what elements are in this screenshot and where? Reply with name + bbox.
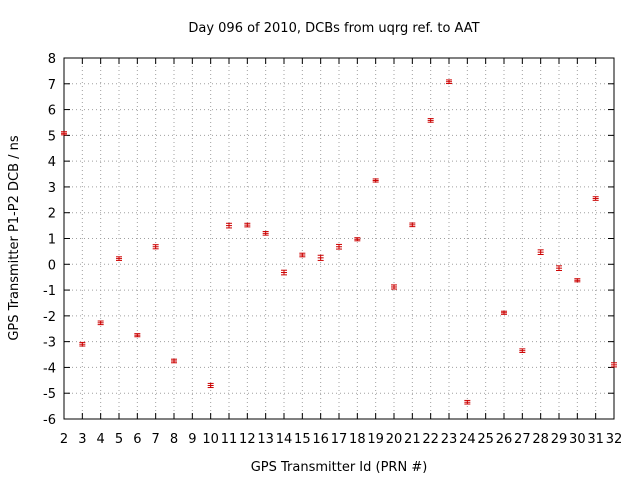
x-axis-label: GPS Transmitter Id (PRN #) [251,460,428,475]
data-point [317,254,324,261]
y-tick-label: 3 [48,181,56,196]
data-point [134,333,141,338]
data-point [556,265,562,271]
data-point [336,243,342,250]
y-tick-label: -1 [43,284,56,299]
x-tick-label: 24 [459,432,476,447]
x-tick-label: 10 [202,432,219,447]
data-point [409,222,416,228]
y-tick-label: -6 [43,413,56,428]
y-tick-label: 6 [48,104,56,119]
axis-ticks [63,57,615,420]
x-tick-label: 15 [294,432,311,447]
data-point [464,399,471,405]
data-point [592,196,599,201]
data-point [79,341,86,347]
data-point [611,362,617,368]
data-point [152,244,159,250]
x-tick-label: 9 [188,432,196,447]
x-tick-label: 22 [422,432,439,447]
data-point [226,222,232,229]
y-tick-label: -4 [43,361,56,376]
x-tick-label: 21 [404,432,421,447]
data-point [446,79,452,85]
data-point [244,222,251,228]
x-tick-label: 30 [569,432,586,447]
y-tick-labels: -6 -5 -4 -3 -2 -1 0 1 2 3 4 5 6 7 8 [43,52,56,428]
data-points [61,79,617,405]
data-point [354,237,361,242]
x-tick-label: 3 [78,432,86,447]
y-tick-label: -3 [43,336,56,351]
y-tick-label: -2 [43,310,56,325]
x-tick-label: 11 [221,432,238,447]
x-tick-label: 2 [60,432,68,447]
data-point [299,252,306,258]
x-tick-label: 29 [551,432,568,447]
x-tick-label: 27 [514,432,531,447]
chart-title: Day 096 of 2010, DCBs from uqrg ref. to … [188,21,479,36]
data-point [281,269,287,276]
data-point [262,231,269,236]
data-point [501,310,507,315]
x-tick-label: 18 [349,432,366,447]
x-tick-label: 26 [496,432,513,447]
x-tick-label: 12 [239,432,256,447]
x-tick-labels: 2 3 4 5 6 7 8 9 10 11 12 13 14 15 16 17 18 19 20 21 22 23 24 25… [60,432,622,447]
y-axis-label: GPS Transmitter P1-P2 DCB / ns [7,135,22,341]
data-point [207,382,214,389]
y-tick-label: 7 [48,78,56,93]
y-tick-label: -5 [43,387,56,402]
x-tick-label: 32 [606,432,623,447]
x-tick-label: 19 [367,432,384,447]
x-tick-label: 4 [97,432,105,447]
data-point [116,256,122,261]
x-tick-label: 28 [532,432,549,447]
data-point [427,118,434,123]
x-tick-label: 20 [386,432,403,447]
y-tick-label: 4 [48,155,56,170]
y-tick-label: 8 [48,52,56,67]
data-point [61,131,67,136]
x-tick-label: 16 [312,432,329,447]
data-point [97,320,104,326]
x-tick-label: 7 [152,432,160,447]
data-point [171,358,177,364]
x-tick-label: 31 [587,432,604,447]
y-tick-label: 1 [48,233,56,248]
data-point [519,348,526,353]
y-tick-label: 5 [48,129,56,144]
data-point [372,178,379,183]
x-tick-label: 25 [477,432,494,447]
x-tick-label: 23 [441,432,458,447]
data-point [537,249,544,255]
y-tick-label: 2 [48,207,56,222]
x-tick-label: 8 [170,432,178,447]
grid [64,58,614,419]
x-tick-label: 5 [115,432,123,447]
data-point [391,284,397,290]
x-tick-label: 17 [331,432,348,447]
data-point [574,278,581,283]
x-tick-label: 6 [133,432,141,447]
x-tick-label: 13 [257,432,274,447]
y-tick-label: 0 [48,258,56,273]
x-tick-label: 14 [276,432,293,447]
